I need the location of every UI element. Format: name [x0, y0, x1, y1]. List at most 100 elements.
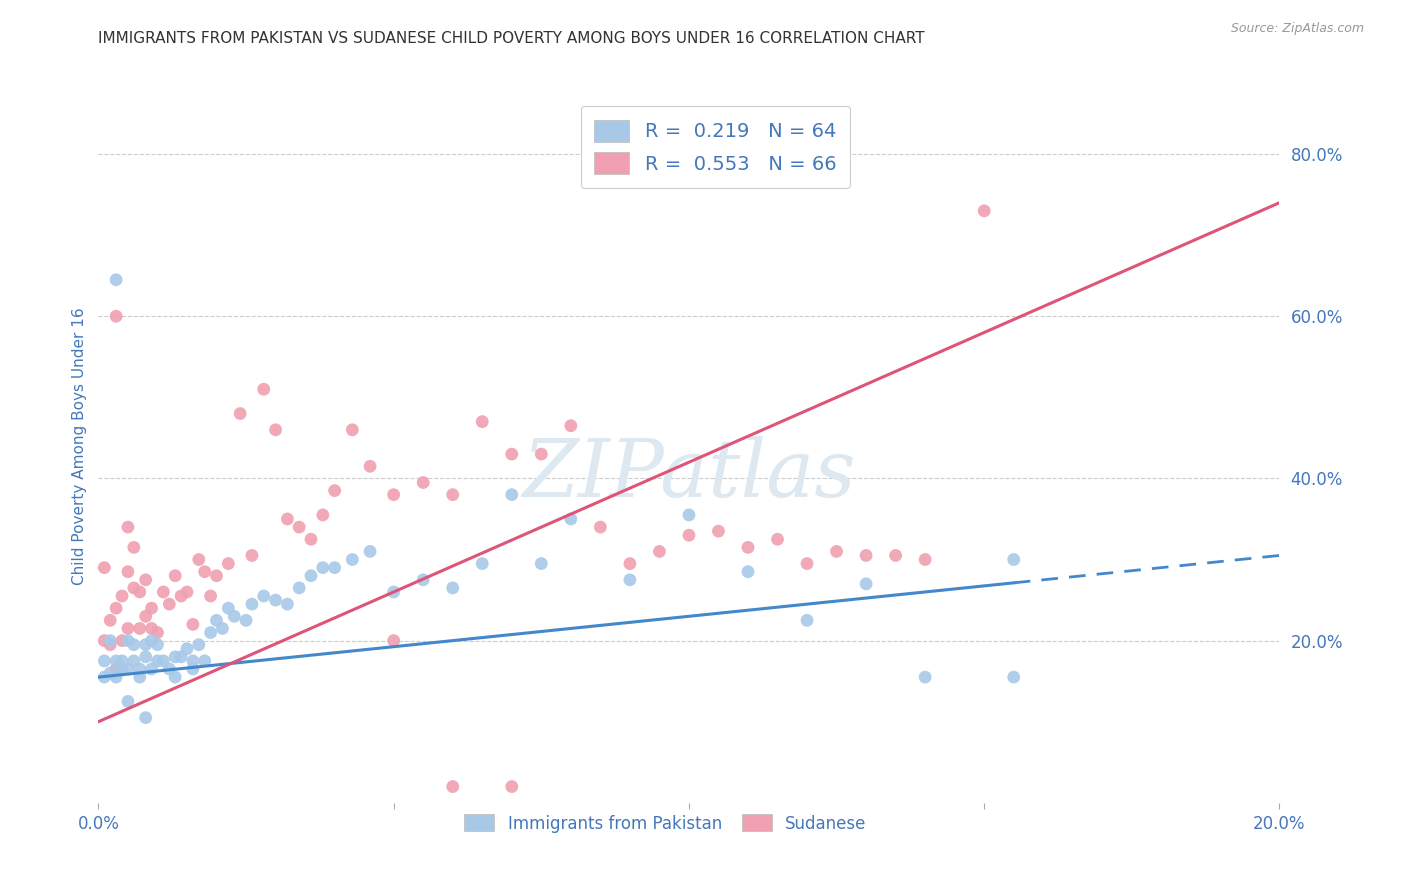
Point	[589, 520, 612, 534]
Point	[648, 544, 671, 558]
Point	[342, 552, 364, 566]
Point	[135, 649, 157, 664]
Point	[128, 585, 150, 599]
Point	[312, 560, 335, 574]
Point	[98, 633, 121, 648]
Legend: Immigrants from Pakistan, Sudanese: Immigrants from Pakistan, Sudanese	[456, 806, 875, 841]
Point	[1002, 670, 1025, 684]
Point	[105, 273, 128, 287]
Point	[441, 581, 464, 595]
Point	[146, 638, 169, 652]
Point	[359, 459, 381, 474]
Point	[205, 568, 228, 582]
Point	[471, 557, 494, 571]
Point	[288, 520, 311, 534]
Point	[165, 568, 187, 582]
Point	[117, 622, 139, 636]
Point	[146, 654, 169, 668]
Point	[117, 694, 139, 708]
Point	[211, 622, 233, 636]
Point	[170, 649, 193, 664]
Point	[117, 520, 139, 534]
Point	[117, 633, 139, 648]
Point	[766, 533, 789, 547]
Point	[157, 662, 180, 676]
Point	[200, 589, 222, 603]
Point	[141, 633, 163, 648]
Point	[530, 557, 553, 571]
Point	[973, 203, 995, 218]
Point	[253, 589, 276, 603]
Point	[855, 577, 877, 591]
Point	[93, 654, 115, 668]
Point	[412, 573, 434, 587]
Point	[105, 601, 128, 615]
Point	[187, 552, 209, 566]
Point	[678, 508, 700, 522]
Point	[152, 585, 174, 599]
Point	[146, 625, 169, 640]
Point	[122, 638, 145, 652]
Point	[135, 638, 157, 652]
Point	[441, 780, 464, 794]
Point	[276, 597, 298, 611]
Point	[342, 423, 364, 437]
Text: Source: ZipAtlas.com: Source: ZipAtlas.com	[1230, 22, 1364, 36]
Point	[194, 654, 217, 668]
Point	[98, 638, 121, 652]
Point	[105, 310, 128, 324]
Point	[141, 622, 163, 636]
Point	[141, 662, 163, 676]
Point	[560, 512, 582, 526]
Point	[737, 565, 759, 579]
Point	[187, 638, 209, 652]
Point	[737, 541, 759, 555]
Point	[111, 654, 134, 668]
Point	[111, 633, 134, 648]
Point	[105, 670, 128, 684]
Text: IMMIGRANTS FROM PAKISTAN VS SUDANESE CHILD POVERTY AMONG BOYS UNDER 16 CORRELATI: IMMIGRANTS FROM PAKISTAN VS SUDANESE CHI…	[98, 31, 925, 46]
Point	[93, 560, 115, 574]
Point	[217, 557, 239, 571]
Point	[299, 568, 322, 582]
Point	[235, 613, 257, 627]
Point	[359, 544, 381, 558]
Point	[122, 541, 145, 555]
Point	[128, 662, 150, 676]
Text: ZIPatlas: ZIPatlas	[522, 436, 856, 513]
Point	[93, 633, 115, 648]
Point	[194, 565, 217, 579]
Point	[884, 549, 907, 563]
Point	[1002, 552, 1025, 566]
Point	[217, 601, 239, 615]
Point	[105, 662, 128, 676]
Point	[501, 780, 523, 794]
Point	[312, 508, 335, 522]
Y-axis label: Child Poverty Among Boys Under 16: Child Poverty Among Boys Under 16	[72, 307, 87, 585]
Point	[181, 617, 204, 632]
Point	[165, 649, 187, 664]
Point	[253, 382, 276, 396]
Point	[111, 662, 134, 676]
Point	[796, 613, 818, 627]
Point	[288, 581, 311, 595]
Point	[141, 601, 163, 615]
Point	[855, 549, 877, 563]
Point	[117, 565, 139, 579]
Point	[796, 557, 818, 571]
Point	[382, 585, 405, 599]
Point	[323, 560, 346, 574]
Point	[128, 670, 150, 684]
Point	[117, 662, 139, 676]
Point	[914, 670, 936, 684]
Point	[135, 711, 157, 725]
Point	[229, 407, 252, 421]
Point	[122, 654, 145, 668]
Point	[205, 613, 228, 627]
Point	[135, 573, 157, 587]
Point	[135, 609, 157, 624]
Point	[181, 654, 204, 668]
Point	[200, 625, 222, 640]
Point	[276, 512, 298, 526]
Point	[299, 533, 322, 547]
